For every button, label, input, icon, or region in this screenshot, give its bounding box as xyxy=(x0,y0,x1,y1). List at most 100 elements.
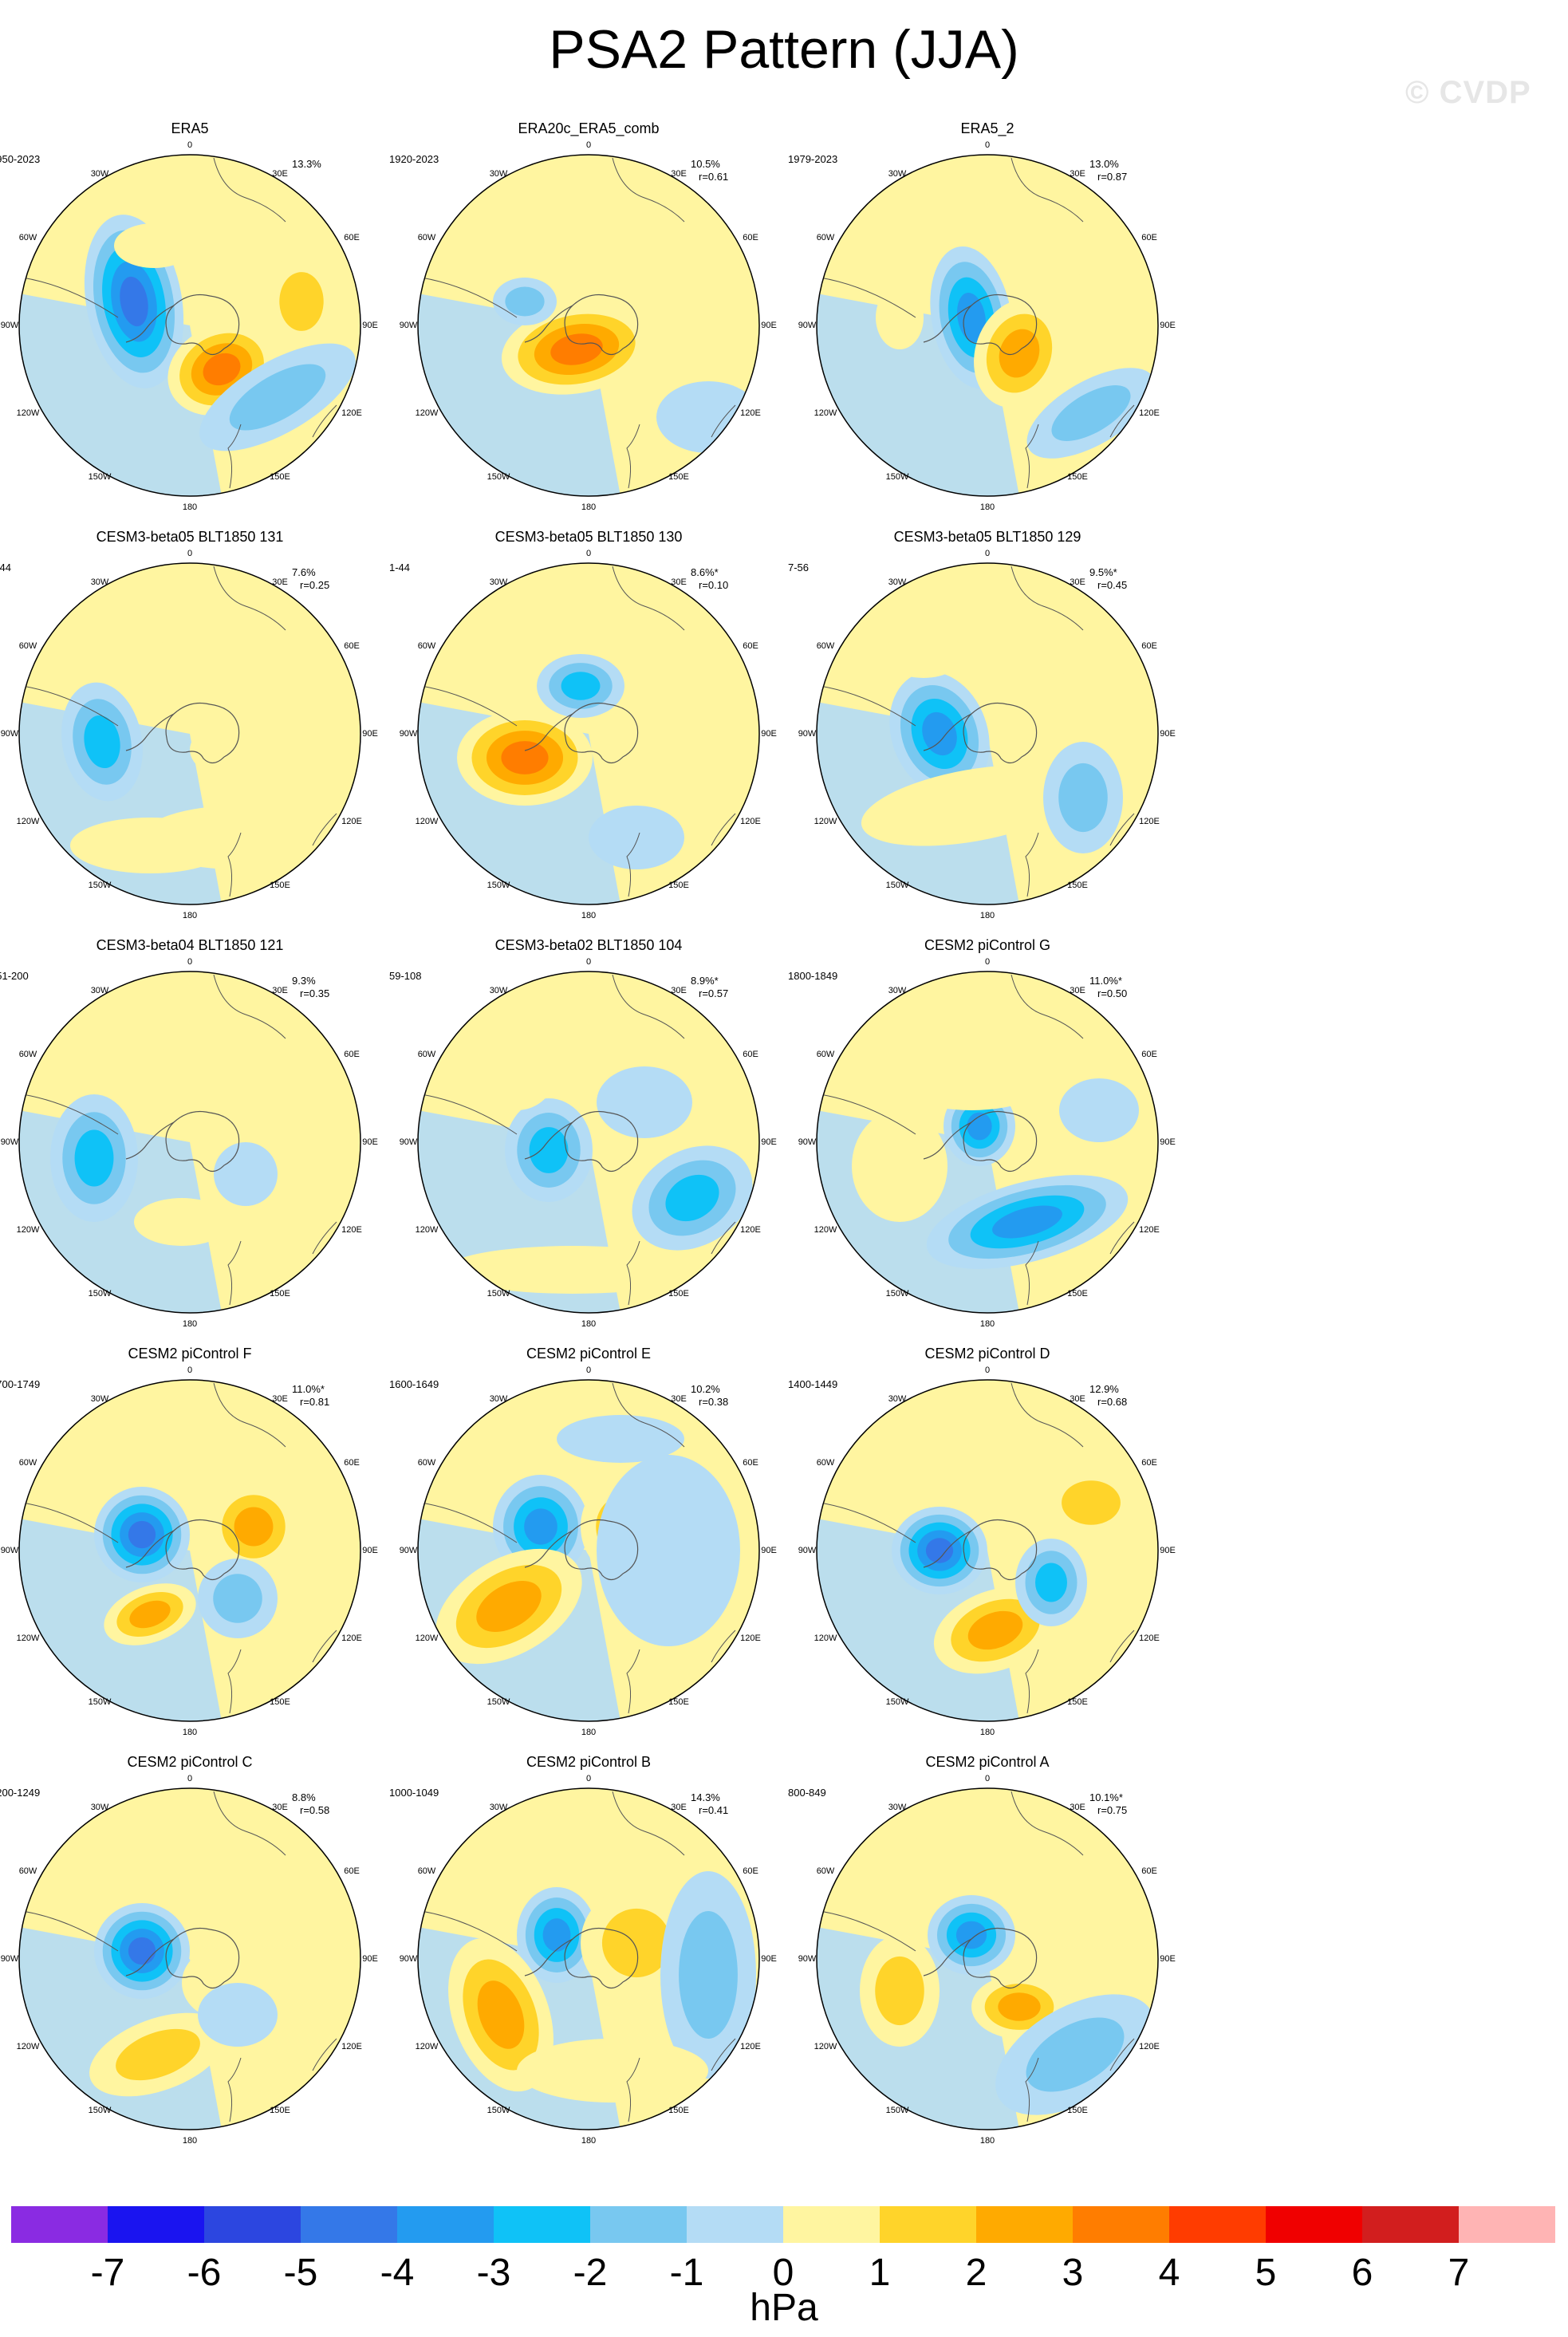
longitude-label: 120E xyxy=(1139,2042,1160,2051)
south-america-coastline xyxy=(420,1094,518,1135)
longitude-label: 180 xyxy=(182,1728,198,1737)
longitude-label: 90E xyxy=(1160,729,1176,739)
positive-anomaly-contour xyxy=(279,272,324,331)
panel-title: ERA5_2 xyxy=(960,120,1014,136)
longitude-label: 30W xyxy=(90,577,109,587)
longitude-label: 120W xyxy=(415,1225,439,1235)
longitude-label: 90E xyxy=(362,1954,378,1964)
south-america-coastline xyxy=(420,277,518,318)
panel-variance-explained: 10.2% xyxy=(691,1383,720,1395)
longitude-label: 120W xyxy=(415,408,439,418)
panel-variance-explained: 13.0% xyxy=(1089,158,1119,170)
negative-anomaly-contour xyxy=(561,672,601,700)
panel-pattern-correlation: r=0.61 xyxy=(699,171,729,183)
panel-variance-explained: 11.0%* xyxy=(292,1383,325,1395)
antarctica-coastline xyxy=(125,1927,240,1989)
positive-anomaly-contour xyxy=(129,1600,171,1629)
positive-anomaly-contour xyxy=(892,1831,1019,1895)
longitude-label: 60W xyxy=(18,1866,37,1876)
panel-pattern-correlation: r=0.50 xyxy=(1097,987,1128,999)
longitude-label: 90E xyxy=(1160,1954,1176,1964)
longitude-label: 150E xyxy=(668,881,689,890)
longitude-label: 120W xyxy=(814,2042,837,2051)
longitude-label: 0 xyxy=(585,549,592,558)
colorbar-swatch xyxy=(687,2206,783,2243)
panel-variance-explained: 7.6% xyxy=(292,566,316,578)
africa-coastline xyxy=(1011,1382,1084,1448)
longitude-label: 60E xyxy=(1141,641,1157,651)
longitude-label: 150W xyxy=(885,1697,909,1707)
positive-anomaly-contour xyxy=(884,1031,1059,1110)
australia-coastline xyxy=(312,813,337,846)
negative-anomaly-contour xyxy=(679,1911,738,2039)
negative-anomaly-contour xyxy=(524,1508,557,1545)
antarctica-coastline xyxy=(923,294,1038,356)
panel-pattern-correlation: r=0.57 xyxy=(699,987,729,999)
polar-map xyxy=(816,562,1159,905)
negative-anomaly-contour xyxy=(198,1983,278,2047)
panel-pattern-correlation: r=0.58 xyxy=(300,1804,330,1816)
longitude-label: 30E xyxy=(272,986,288,995)
longitude-label: 150W xyxy=(88,2106,112,2115)
negative-anomaly-contour xyxy=(1026,2017,1125,2092)
panel-years: 800-849 xyxy=(788,1787,826,1799)
panel-title: CESM2 piControl D xyxy=(924,1346,1050,1362)
longitude-label: 120E xyxy=(740,817,761,826)
longitude-label: 60E xyxy=(1141,1050,1157,1059)
colorbar-tick-label: 5 xyxy=(1255,2252,1277,2294)
panel-title: CESM2 piControl G xyxy=(924,937,1051,953)
africa-coastline xyxy=(213,157,286,223)
longitude-label: 150W xyxy=(88,881,112,890)
colorbar-swatch xyxy=(976,2206,1073,2243)
longitude-label: 180 xyxy=(979,2136,995,2146)
negative-anomaly-contour xyxy=(120,276,148,327)
longitude-label: 90E xyxy=(362,1546,378,1555)
longitude-label: 90E xyxy=(761,1954,777,1964)
panel-years: 151-200 xyxy=(0,970,29,982)
colorbar-swatch xyxy=(1459,2206,1555,2243)
antarctica-coastline xyxy=(524,294,639,356)
positive-anomaly-contour xyxy=(203,353,241,386)
panel-title: CESM2 piControl B xyxy=(526,1754,652,1770)
longitude-label: 150W xyxy=(487,472,510,482)
longitude-label: 60W xyxy=(816,233,835,242)
panel-variance-explained: 8.6%* xyxy=(691,566,719,578)
longitude-label: 60E xyxy=(743,233,758,242)
map-panel: CESM3-beta05 BLT1850 129 7-56 9.5%* r=0.45 0… xyxy=(764,528,1211,943)
map-panel: CESM2 piControl E 1600-1649 10.2% r=0.38 0 30… xyxy=(365,1345,812,1760)
longitude-label: 120W xyxy=(16,408,40,418)
longitude-label: 120W xyxy=(415,1634,439,1643)
longitude-label: 60W xyxy=(816,641,835,651)
panel-title: CESM2 piControl A xyxy=(925,1754,1050,1770)
panel-variance-explained: 8.9%* xyxy=(691,975,719,987)
longitude-label: 90W xyxy=(0,321,19,330)
panel-years: 1200-1249 xyxy=(0,1787,41,1799)
antarctica-coastline xyxy=(125,1519,240,1581)
polar-map xyxy=(18,154,361,497)
longitude-label: 90W xyxy=(399,1954,418,1964)
longitude-label: 180 xyxy=(581,1319,597,1329)
panel-years: 1-44 xyxy=(0,562,12,573)
positive-anomaly-contour xyxy=(601,1908,672,1978)
australia-coastline xyxy=(312,404,337,438)
longitude-label: 150W xyxy=(885,1289,909,1299)
longitude-label: 180 xyxy=(182,502,198,512)
longitude-label: 60W xyxy=(417,233,436,242)
longitude-label: 150W xyxy=(88,1697,112,1707)
positive-anomaly-contour xyxy=(190,718,301,782)
longitude-label: 90E xyxy=(362,321,378,330)
longitude-label: 60W xyxy=(18,1050,37,1059)
positive-anomaly-contour xyxy=(1067,262,1131,389)
panel-years: 1950-2023 xyxy=(0,153,41,165)
map-border xyxy=(816,1379,1159,1722)
antarctica-coastline xyxy=(923,1519,1038,1581)
africa-coastline xyxy=(1011,566,1084,631)
map-panel: CESM3-beta04 BLT1850 121 151-200 9.3%r=0.3… xyxy=(0,936,413,1351)
panel-pattern-correlation: r=0.75 xyxy=(1097,1804,1128,1816)
negative-anomaly-contour xyxy=(992,1205,1062,1239)
panel-years: 1-44 xyxy=(389,562,411,573)
panel-years: 59-108 xyxy=(389,970,422,982)
longitude-label: 150E xyxy=(1067,472,1088,482)
australia-coastline xyxy=(711,2038,736,2071)
positive-anomaly-contour xyxy=(967,1610,1023,1650)
